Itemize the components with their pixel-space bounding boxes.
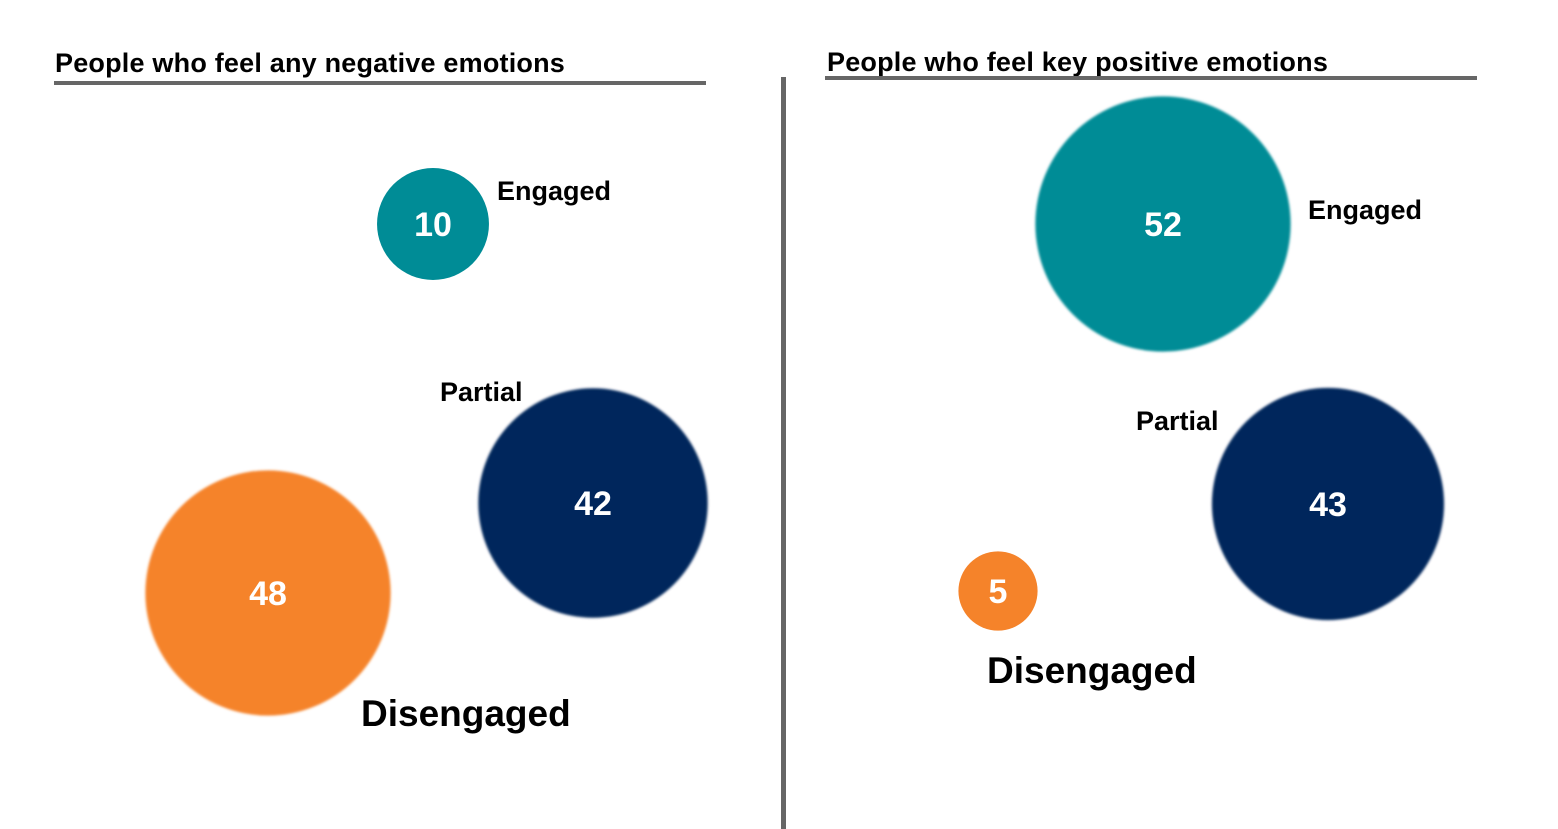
bubble-value-label: 10: [414, 206, 452, 244]
bubble-group-positive-engaged: 52 Engaged: [1035, 96, 1422, 352]
bubble-group-negative-engaged: 10 Engaged: [377, 168, 611, 280]
bubble-group-negative-partial: 42 Partial: [440, 377, 708, 618]
bubble-category-label: Engaged: [497, 176, 611, 206]
right-panel-title: People who feel key positive emotions: [827, 47, 1329, 77]
right-title-rule: [825, 76, 1477, 80]
bubble-category-label: Engaged: [1308, 195, 1422, 225]
bubble-partial: [478, 388, 708, 618]
left-title-rule: [54, 81, 706, 85]
bubble-engaged: [1035, 96, 1291, 352]
bubble-value-label: 48: [249, 575, 287, 613]
bubble-engaged: [377, 168, 489, 280]
panel-divider: [781, 77, 786, 829]
bubble-group-positive-partial: 43 Partial: [1136, 387, 1445, 621]
bubble-value-label: 43: [1309, 486, 1347, 524]
left-panel-title: People who feel any negative emotions: [55, 48, 566, 78]
bubble-category-label: Partial: [1136, 406, 1219, 436]
bubble-group-negative-disengaged: 48 Disengaged: [145, 470, 571, 734]
bubble-value-label: 52: [1144, 206, 1182, 244]
bubble-category-label: Disengaged: [361, 693, 571, 734]
bubble-partial: [1211, 387, 1445, 621]
bubble-category-label: Partial: [440, 377, 523, 407]
bubble-disengaged: [958, 551, 1038, 631]
bubble-disengaged: [145, 470, 391, 716]
bubble-group-positive-disengaged: 5 Disengaged: [958, 551, 1197, 691]
bubble-value-label: 5: [989, 573, 1008, 611]
bubble-value-label: 42: [574, 485, 612, 523]
bubble-category-label: Disengaged: [987, 650, 1197, 691]
